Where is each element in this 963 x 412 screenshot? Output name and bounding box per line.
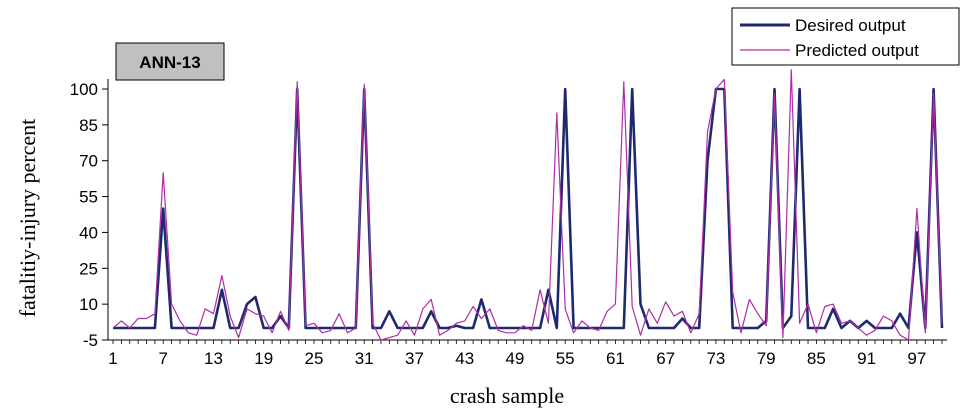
x-axis-title: crash sample (450, 383, 564, 408)
y-tick-label: 100 (70, 80, 98, 99)
x-tick-label: 7 (159, 349, 168, 368)
x-tick-label: 1 (108, 349, 117, 368)
y-tick-label: 10 (79, 295, 98, 314)
x-tick-label: 67 (656, 349, 675, 368)
x-tick-label: 91 (857, 349, 876, 368)
x-tick-label: 55 (556, 349, 575, 368)
chart-title-box: ANN-13 (115, 42, 225, 81)
x-tick-label: 79 (757, 349, 776, 368)
series-line-predicted-output (112, 69, 943, 341)
x-tick-label: 73 (706, 349, 725, 368)
y-tick-label: 25 (79, 259, 98, 278)
x-tick-label: 85 (807, 349, 826, 368)
y-tick-label: 40 (79, 223, 98, 242)
series-layer (112, 69, 944, 341)
legend: Desired output Predicted output (731, 7, 960, 66)
y-tick-label: 85 (79, 116, 98, 135)
series-line-desired-output (113, 87, 944, 330)
axes: -5 10 25 40 55 70 85 100 1 7 13 19 25 31 37 43 49 55 61 67 7… (70, 79, 947, 368)
x-tick-label: 97 (907, 349, 926, 368)
y-tick-label: -5 (83, 331, 98, 350)
y-tick-label: 55 (79, 188, 98, 207)
x-tick-label: 13 (204, 349, 223, 368)
y-tick-label: 70 (79, 152, 98, 171)
legend-label-desired: Desired output (795, 16, 906, 35)
x-tick-label: 25 (305, 349, 324, 368)
x-tick-label: 43 (455, 349, 474, 368)
legend-label-predicted: Predicted output (795, 41, 919, 60)
x-tick-label: 61 (606, 349, 625, 368)
chart-title: ANN-13 (139, 53, 200, 72)
x-tick-label: 31 (355, 349, 374, 368)
y-axis-title: fatalitiy-injury percent (15, 119, 40, 318)
x-tick-label: 19 (254, 349, 273, 368)
x-tick-label: 49 (505, 349, 524, 368)
x-tick-label: 37 (405, 349, 424, 368)
